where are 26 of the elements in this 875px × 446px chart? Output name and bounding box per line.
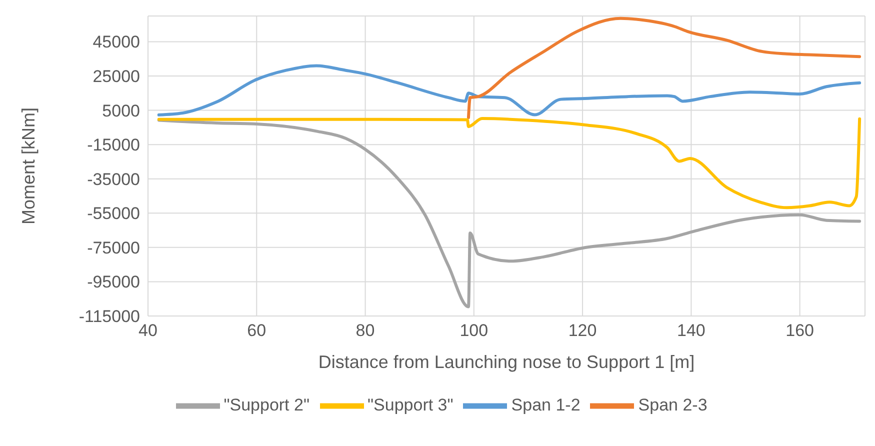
line-series [157,117,862,210]
x-tick-label: 80 [356,321,375,340]
legend-label: "Support 3" [368,395,454,414]
y-tick-label: -35000 [87,170,140,189]
y-tick-label: -15000 [87,136,140,155]
y-tick-label: 25000 [92,67,140,86]
legend-label: "Support 2" [224,395,310,414]
x-tick-label: 140 [676,321,706,340]
y-tick-label: -95000 [87,272,140,292]
x-tick-label: 60 [247,321,266,340]
x-tick-label: 40 [138,321,158,340]
legend-label: Span 2-3 [638,395,708,414]
y-tick-label: -115000 [78,307,140,326]
x-axis-title: Distance from Launching nose to Support 1 [m] [318,352,695,372]
y-axis-title: Moment [kNm] [18,107,38,225]
y-tick-label: -75000 [87,238,140,258]
y-tick-label: 5000 [102,101,140,120]
y-tick-label: 45000 [92,32,140,52]
legend-label: Span 1-2 [511,395,580,414]
x-tick-label: 120 [568,321,597,340]
line-series [157,118,862,308]
x-tick-label: 160 [786,321,814,340]
y-tick-label: -55000 [87,204,140,224]
x-tick-label: 100 [460,321,488,340]
line-series [157,64,862,116]
line-series [466,16,862,119]
